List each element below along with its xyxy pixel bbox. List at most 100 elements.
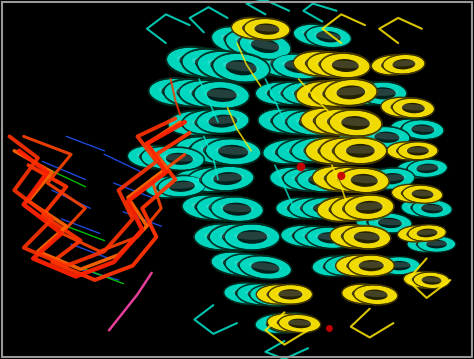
Ellipse shape bbox=[157, 174, 207, 198]
Ellipse shape bbox=[371, 54, 414, 76]
Ellipse shape bbox=[156, 181, 182, 193]
Ellipse shape bbox=[263, 140, 315, 164]
Ellipse shape bbox=[173, 168, 225, 192]
Ellipse shape bbox=[414, 272, 449, 288]
Ellipse shape bbox=[209, 202, 237, 215]
Ellipse shape bbox=[267, 284, 313, 305]
Ellipse shape bbox=[407, 236, 445, 252]
Ellipse shape bbox=[406, 235, 446, 253]
Ellipse shape bbox=[345, 195, 393, 219]
Ellipse shape bbox=[335, 260, 360, 271]
Ellipse shape bbox=[234, 261, 268, 269]
Ellipse shape bbox=[378, 218, 402, 228]
Ellipse shape bbox=[195, 195, 250, 222]
Ellipse shape bbox=[210, 58, 241, 73]
Ellipse shape bbox=[308, 174, 335, 186]
Ellipse shape bbox=[172, 167, 226, 194]
Ellipse shape bbox=[338, 167, 390, 194]
Ellipse shape bbox=[193, 223, 251, 251]
Ellipse shape bbox=[235, 37, 267, 47]
Ellipse shape bbox=[280, 224, 329, 248]
Ellipse shape bbox=[332, 59, 359, 72]
Ellipse shape bbox=[356, 168, 403, 191]
Ellipse shape bbox=[262, 138, 316, 165]
Ellipse shape bbox=[178, 118, 211, 126]
Ellipse shape bbox=[192, 117, 226, 125]
Ellipse shape bbox=[207, 88, 237, 102]
Ellipse shape bbox=[362, 291, 390, 297]
Ellipse shape bbox=[306, 89, 339, 97]
Ellipse shape bbox=[158, 87, 194, 95]
Ellipse shape bbox=[392, 185, 431, 202]
Ellipse shape bbox=[320, 88, 354, 96]
Ellipse shape bbox=[417, 229, 438, 237]
Ellipse shape bbox=[257, 108, 311, 135]
Ellipse shape bbox=[353, 284, 399, 306]
Ellipse shape bbox=[306, 176, 337, 183]
Ellipse shape bbox=[278, 289, 302, 299]
Ellipse shape bbox=[173, 87, 209, 96]
Ellipse shape bbox=[273, 54, 324, 79]
Ellipse shape bbox=[381, 60, 404, 70]
Ellipse shape bbox=[193, 80, 250, 110]
Ellipse shape bbox=[282, 117, 315, 125]
Ellipse shape bbox=[257, 51, 311, 78]
Ellipse shape bbox=[255, 314, 301, 333]
Ellipse shape bbox=[400, 104, 427, 110]
Ellipse shape bbox=[342, 225, 392, 250]
Ellipse shape bbox=[274, 319, 301, 325]
Ellipse shape bbox=[182, 110, 235, 134]
Ellipse shape bbox=[218, 145, 248, 159]
Ellipse shape bbox=[413, 271, 450, 289]
Ellipse shape bbox=[377, 256, 421, 276]
Ellipse shape bbox=[367, 89, 398, 96]
Ellipse shape bbox=[207, 230, 237, 244]
Ellipse shape bbox=[331, 196, 380, 220]
Ellipse shape bbox=[237, 36, 265, 50]
Ellipse shape bbox=[419, 205, 445, 211]
Ellipse shape bbox=[248, 289, 273, 300]
Ellipse shape bbox=[139, 151, 166, 163]
Ellipse shape bbox=[226, 60, 256, 75]
Ellipse shape bbox=[334, 138, 386, 163]
Ellipse shape bbox=[347, 254, 395, 277]
Ellipse shape bbox=[392, 98, 434, 118]
Ellipse shape bbox=[356, 201, 383, 214]
Ellipse shape bbox=[211, 252, 263, 275]
Ellipse shape bbox=[141, 147, 191, 169]
Ellipse shape bbox=[363, 126, 411, 149]
Ellipse shape bbox=[291, 136, 345, 163]
Ellipse shape bbox=[401, 199, 441, 216]
Ellipse shape bbox=[408, 160, 447, 177]
Ellipse shape bbox=[391, 119, 432, 139]
Ellipse shape bbox=[150, 153, 182, 160]
Ellipse shape bbox=[245, 290, 276, 297]
Ellipse shape bbox=[292, 230, 318, 242]
Ellipse shape bbox=[182, 176, 216, 183]
Ellipse shape bbox=[253, 57, 287, 66]
Ellipse shape bbox=[279, 315, 320, 332]
Ellipse shape bbox=[410, 276, 433, 281]
Ellipse shape bbox=[176, 55, 213, 65]
Ellipse shape bbox=[211, 52, 271, 84]
Ellipse shape bbox=[199, 173, 228, 186]
Ellipse shape bbox=[296, 168, 347, 193]
Ellipse shape bbox=[310, 204, 341, 210]
Ellipse shape bbox=[410, 203, 432, 213]
Ellipse shape bbox=[210, 25, 264, 55]
Ellipse shape bbox=[332, 144, 360, 158]
Ellipse shape bbox=[360, 132, 389, 139]
Ellipse shape bbox=[392, 97, 435, 119]
Ellipse shape bbox=[352, 176, 382, 183]
Ellipse shape bbox=[312, 256, 358, 276]
Ellipse shape bbox=[367, 174, 392, 185]
Ellipse shape bbox=[209, 115, 237, 127]
Ellipse shape bbox=[289, 232, 320, 239]
Ellipse shape bbox=[180, 54, 210, 69]
Ellipse shape bbox=[338, 232, 369, 239]
Ellipse shape bbox=[292, 23, 340, 47]
Ellipse shape bbox=[152, 152, 180, 164]
Ellipse shape bbox=[300, 202, 326, 214]
Ellipse shape bbox=[292, 138, 344, 162]
Ellipse shape bbox=[307, 228, 354, 248]
